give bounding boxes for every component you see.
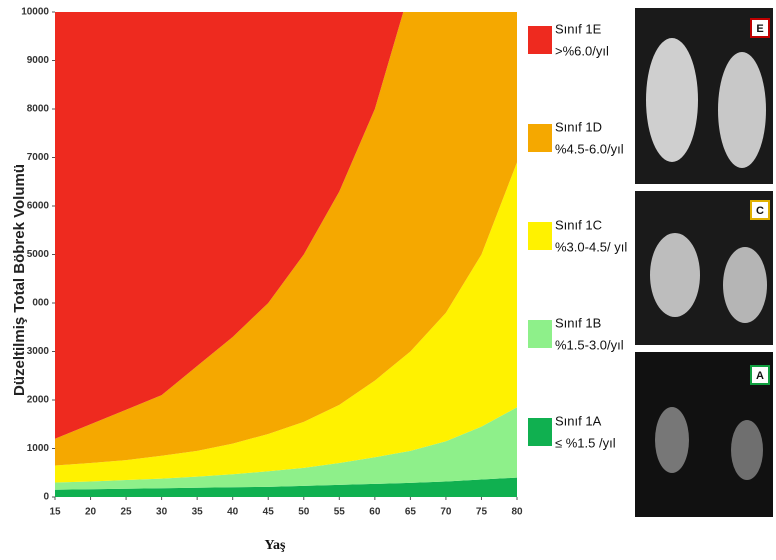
legend-rate: %4.5-6.0/yıl [555, 141, 624, 156]
kidney [655, 407, 689, 473]
x-tick-label: 15 [49, 507, 61, 518]
mri-images [635, 8, 773, 517]
x-tick-label: 65 [405, 507, 417, 518]
legend-swatch [528, 222, 552, 250]
kidney [723, 247, 767, 323]
x-tick-label: 80 [511, 507, 523, 518]
kidney [718, 52, 766, 168]
y-tick-label: 2000 [27, 395, 50, 406]
x-tick-label: 60 [369, 507, 381, 518]
legend-swatch [528, 124, 552, 152]
y-tick-label: 000 [32, 298, 49, 309]
legend-rate: >%6.0/yıl [555, 43, 609, 58]
legend-swatch [528, 320, 552, 348]
legend-name: Sınıf 1C [555, 217, 602, 232]
plot-areas [55, 0, 517, 497]
y-tick-label: 6000 [27, 201, 50, 212]
x-tick-label: 70 [440, 507, 452, 518]
y-tick-label: 8000 [27, 104, 50, 115]
x-tick-label: 55 [334, 507, 346, 518]
legend-swatch [528, 26, 552, 54]
legend-rate: ≤ %1.5 /yıl [555, 435, 616, 450]
kidney [650, 233, 700, 317]
y-tick-label: 3000 [27, 346, 50, 357]
x-tick-label: 40 [227, 507, 239, 518]
y-tick-label: 0 [43, 492, 49, 503]
y-tick-label: 10000 [21, 7, 49, 18]
y-tick-label: 1000 [27, 443, 50, 454]
legend-name: Sınıf 1D [555, 119, 602, 134]
kidney [731, 420, 763, 480]
x-tick-label: 25 [121, 507, 133, 518]
image-label: C [756, 205, 764, 217]
legend-name: Sınıf 1A [555, 413, 602, 428]
chart: Düzeltilmiş Total Böbrek Volumü Yaş 0 100… [0, 0, 776, 560]
legend-swatch [528, 418, 552, 446]
image-label: E [756, 23, 763, 35]
x-tick-label: 75 [476, 507, 488, 518]
image-label: A [756, 370, 764, 382]
x-axis-label: Yaş [264, 538, 286, 553]
x-tick-label: 20 [85, 507, 97, 518]
legend-rate: %1.5-3.0/yıl [555, 337, 624, 352]
x-tick-label: 30 [156, 507, 168, 518]
y-axis-label: Düzeltilmiş Total Böbrek Volumü [11, 164, 28, 396]
y-tick-label: 7000 [27, 152, 50, 163]
legend-name: Sınıf 1E [555, 21, 602, 36]
x-tick-label: 50 [298, 507, 310, 518]
x-tick-label: 45 [263, 507, 275, 518]
x-tick-label: 35 [192, 507, 204, 518]
y-tick-label: 9000 [27, 55, 50, 66]
kidney [646, 38, 698, 162]
legend-name: Sınıf 1B [555, 315, 601, 330]
legend-rate: %3.0-4.5/ yıl [555, 239, 627, 254]
y-tick-label: 5000 [27, 249, 50, 260]
